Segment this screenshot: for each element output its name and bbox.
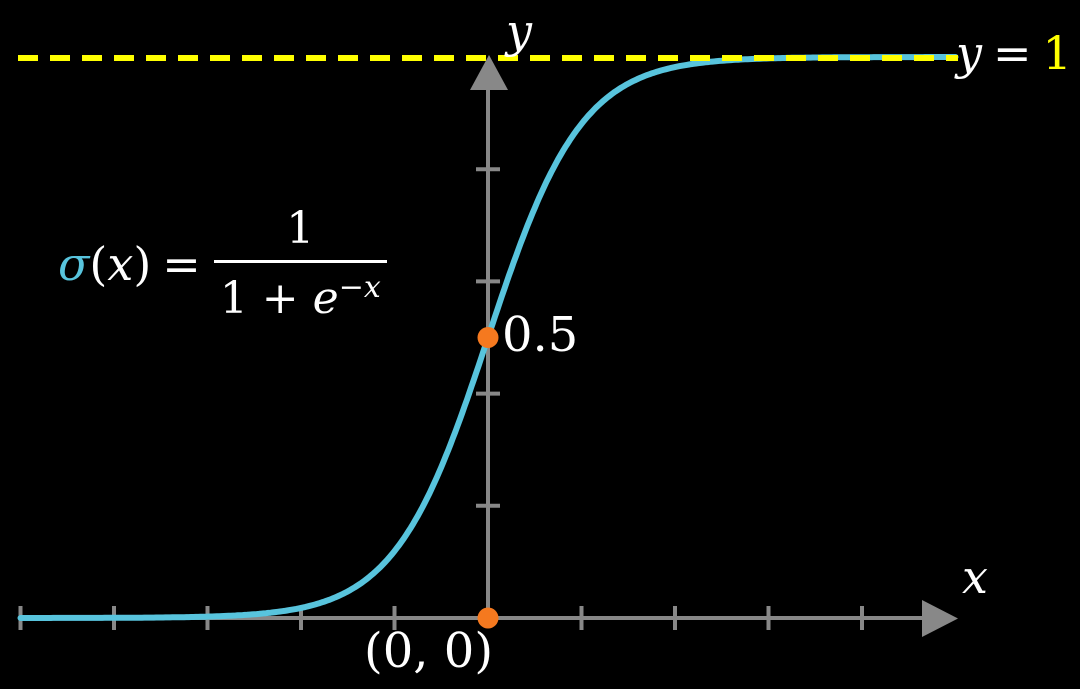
x-axis-label: x [962, 550, 988, 604]
asymptote-label-equals: = [993, 26, 1032, 80]
x-axis-arrowhead [922, 600, 958, 637]
asymptote-label-value: 1 [1042, 26, 1072, 80]
formula-fraction: 1 1 + e−x [213, 203, 387, 324]
key-point [477, 327, 499, 348]
point-label-half: 0.5 [502, 307, 579, 363]
formula-denominator: 1 + e−x [214, 263, 387, 324]
y-axis-arrowhead [470, 55, 508, 90]
formula-open-paren: ( [89, 236, 108, 291]
formula-lhs: σ(x) = [58, 237, 214, 291]
key-point [477, 607, 499, 629]
fraction-bar [213, 260, 387, 263]
y-axis-label: y [506, 4, 532, 58]
formula-den-e: e [312, 273, 339, 324]
asymptote-label-var: y [956, 26, 982, 80]
formula-equals: = [162, 236, 201, 291]
sigmoid-formula: σ(x) = 1 1 + e−x [58, 203, 387, 324]
formula-x: x [107, 236, 134, 291]
asymptote-label: y = 1 [956, 30, 1072, 76]
formula-close-paren: ) [133, 236, 152, 291]
formula-sigma: σ [58, 236, 90, 291]
point-label-origin: (0, 0) [364, 623, 494, 679]
formula-den-one-plus: 1 + [219, 273, 313, 324]
formula-den-exponent: −x [338, 270, 381, 305]
formula-numerator: 1 [286, 203, 315, 254]
